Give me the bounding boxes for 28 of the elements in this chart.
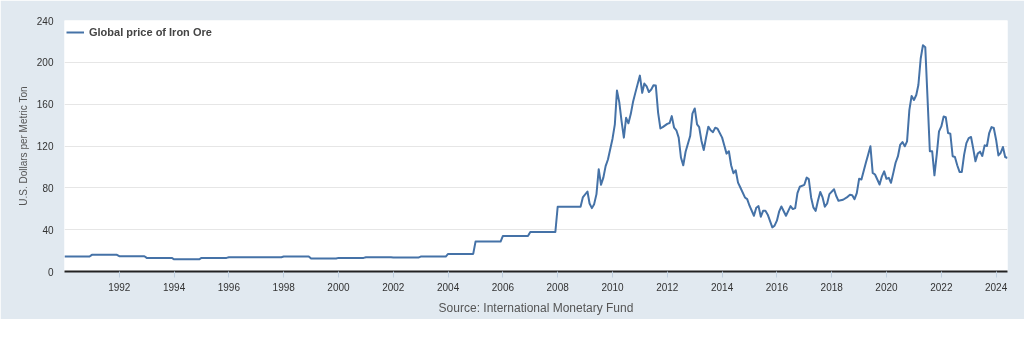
- x-tick-label: 2016: [765, 281, 789, 293]
- x-tick-label: 2010: [601, 281, 625, 293]
- x-tick-label: 2000: [327, 281, 351, 293]
- line-series: [64, 44, 1008, 261]
- legend-label: Global price of Iron Ore: [89, 26, 212, 38]
- x-tick-label: 2002: [382, 281, 405, 293]
- x-tick-label: 2024: [984, 281, 1008, 293]
- y-tick-label: 40: [42, 224, 54, 236]
- x-tick-label: 2014: [711, 281, 734, 293]
- x-tick-label: 1992: [108, 281, 131, 293]
- x-tick-label: 1998: [272, 281, 296, 293]
- x-tick-label: 2004: [436, 281, 460, 293]
- y-tick-label: 0: [47, 266, 54, 278]
- y-tick-label: 240: [36, 15, 54, 27]
- y-tick-label: 200: [36, 57, 54, 69]
- x-tick-label: 1996: [217, 281, 241, 293]
- y-axis-title: U.S. Dollars per Metric Ton: [17, 86, 29, 206]
- y-tick-label: 80: [42, 182, 54, 194]
- x-tick-label: 2020: [875, 281, 899, 293]
- source-note: Source: International Monetary Fund: [438, 300, 634, 315]
- x-tick-label: 2012: [656, 281, 679, 293]
- y-tick-label: 160: [36, 99, 54, 111]
- x-tick-label: 2022: [930, 281, 953, 293]
- x-tick-label: 2008: [546, 281, 570, 293]
- x-tick-label: 1994: [162, 281, 186, 293]
- x-tick-label: 2006: [491, 281, 515, 293]
- x-tick-label: 2018: [820, 281, 844, 293]
- y-tick-label: 120: [36, 141, 54, 152]
